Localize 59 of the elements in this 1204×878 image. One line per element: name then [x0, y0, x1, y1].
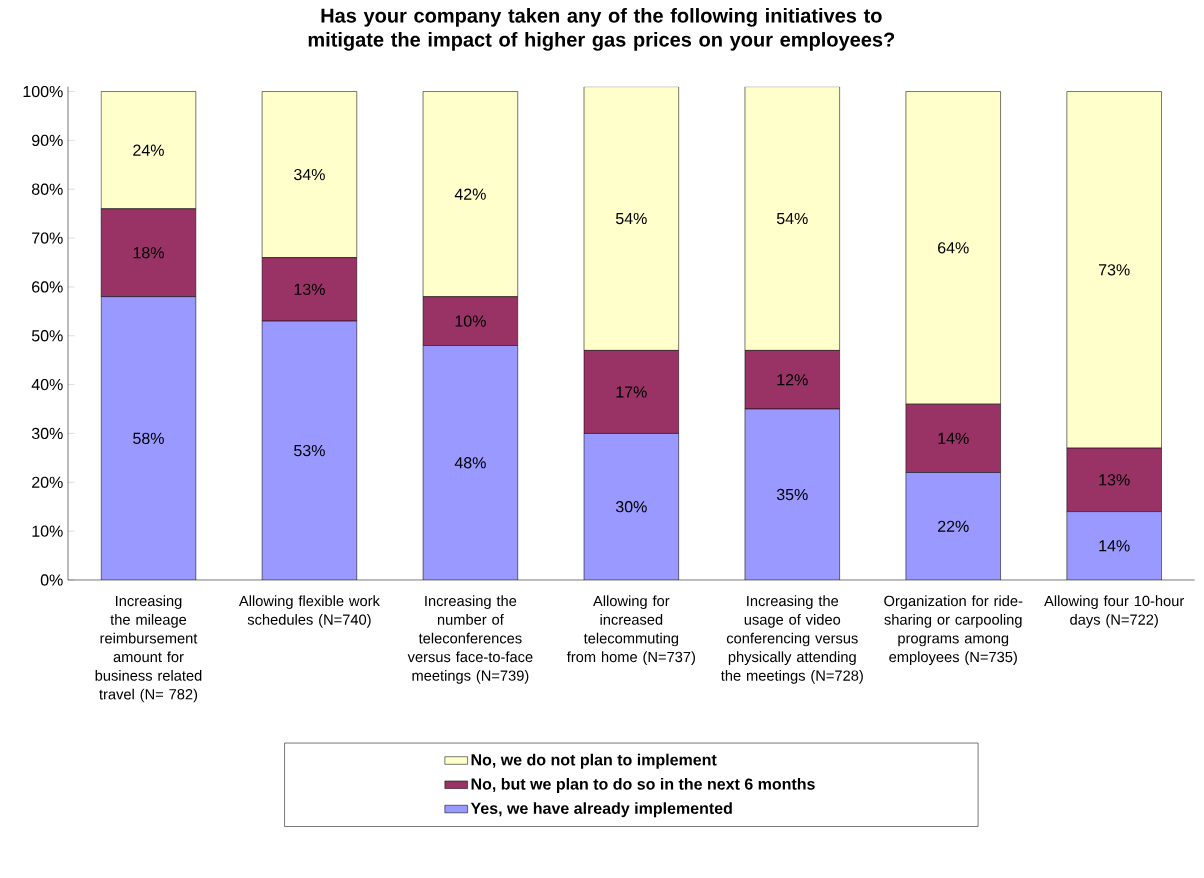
y-tick-label: 40%	[31, 378, 63, 391]
bar	[262, 321, 357, 580]
y-tick-label: 10%	[32, 525, 63, 537]
data-label: 58%	[133, 432, 164, 444]
x-tick-label: Organization for ride-sharing or carpooling programs among employees (N=735)	[884, 595, 1023, 666]
x-tick-label: Allowing for increased telecommuting from home (N=737)	[566, 595, 695, 666]
data-label: 64%	[938, 242, 969, 254]
x-tick-label: Increasing the usage of video conferencing versus physically attending the meetings (N=728)	[720, 595, 863, 684]
data-label: 42%	[454, 188, 486, 200]
bar	[905, 472, 1001, 580]
bar	[101, 296, 196, 580]
chart-title: Has your company taken any of the following initiatives to mitigate the impact of higher gas prices on your employees?	[308, 8, 895, 51]
bar	[1066, 511, 1162, 580]
y-tick-label: 50%	[31, 330, 63, 342]
bar	[261, 91, 358, 258]
data-label: 13%	[294, 283, 325, 296]
bar	[905, 91, 1001, 405]
data-label: 30%	[615, 501, 647, 513]
legend-label: No, we do not plan to implement	[471, 753, 717, 769]
bar	[583, 350, 679, 434]
y-tick-label: 100%	[23, 85, 63, 98]
bar	[100, 91, 197, 210]
data-label: 14%	[938, 432, 969, 444]
y-tick-label: 30%	[31, 427, 63, 440]
bar	[583, 86, 679, 351]
data-label: 14%	[1099, 540, 1130, 552]
data-label: 10%	[455, 315, 486, 327]
data-label: 17%	[616, 386, 647, 398]
data-label: 53%	[294, 444, 325, 457]
data-label: 35%	[776, 488, 808, 501]
x-tick-label: Allowing flexible work schedules (N=740)	[238, 595, 380, 628]
y-tick-label: 70%	[32, 232, 63, 244]
data-label: 12%	[777, 374, 808, 386]
data-label: 13%	[1099, 474, 1130, 486]
bar	[422, 91, 518, 297]
y-tick-label: 80%	[31, 183, 63, 195]
y-tick-label: 20%	[32, 476, 63, 488]
bar	[744, 86, 840, 351]
bar	[584, 433, 679, 580]
data-label: 54%	[615, 212, 647, 225]
bar	[744, 409, 840, 580]
data-label: 18%	[133, 247, 164, 259]
x-tick-label: Increasing the number of teleconferences versus face-to-face meetings (N=739)	[407, 595, 533, 684]
bar	[1066, 91, 1162, 449]
data-label: 22%	[938, 520, 969, 532]
y-tick-label: 60%	[32, 281, 63, 293]
legend-label: No, but we plan to do so in the next 6 months	[471, 777, 815, 793]
bar	[744, 350, 840, 410]
data-label: 73%	[1098, 264, 1130, 276]
y-tick-label: 90%	[32, 134, 63, 147]
x-tick-label: Increasing the mileage reimbursement amount for business related travel (N= 782)	[95, 595, 202, 703]
x-tick-label: Allowing four 10-hour days (N=722)	[1044, 595, 1185, 628]
data-label: 24%	[133, 144, 164, 156]
y-tick-label: 0%	[40, 574, 63, 586]
legend-label: Yes, we have already implemented	[470, 802, 732, 818]
bar	[423, 345, 518, 580]
data-label: 34%	[294, 168, 325, 181]
data-label: 48%	[454, 457, 486, 469]
data-label: 54%	[776, 212, 808, 225]
